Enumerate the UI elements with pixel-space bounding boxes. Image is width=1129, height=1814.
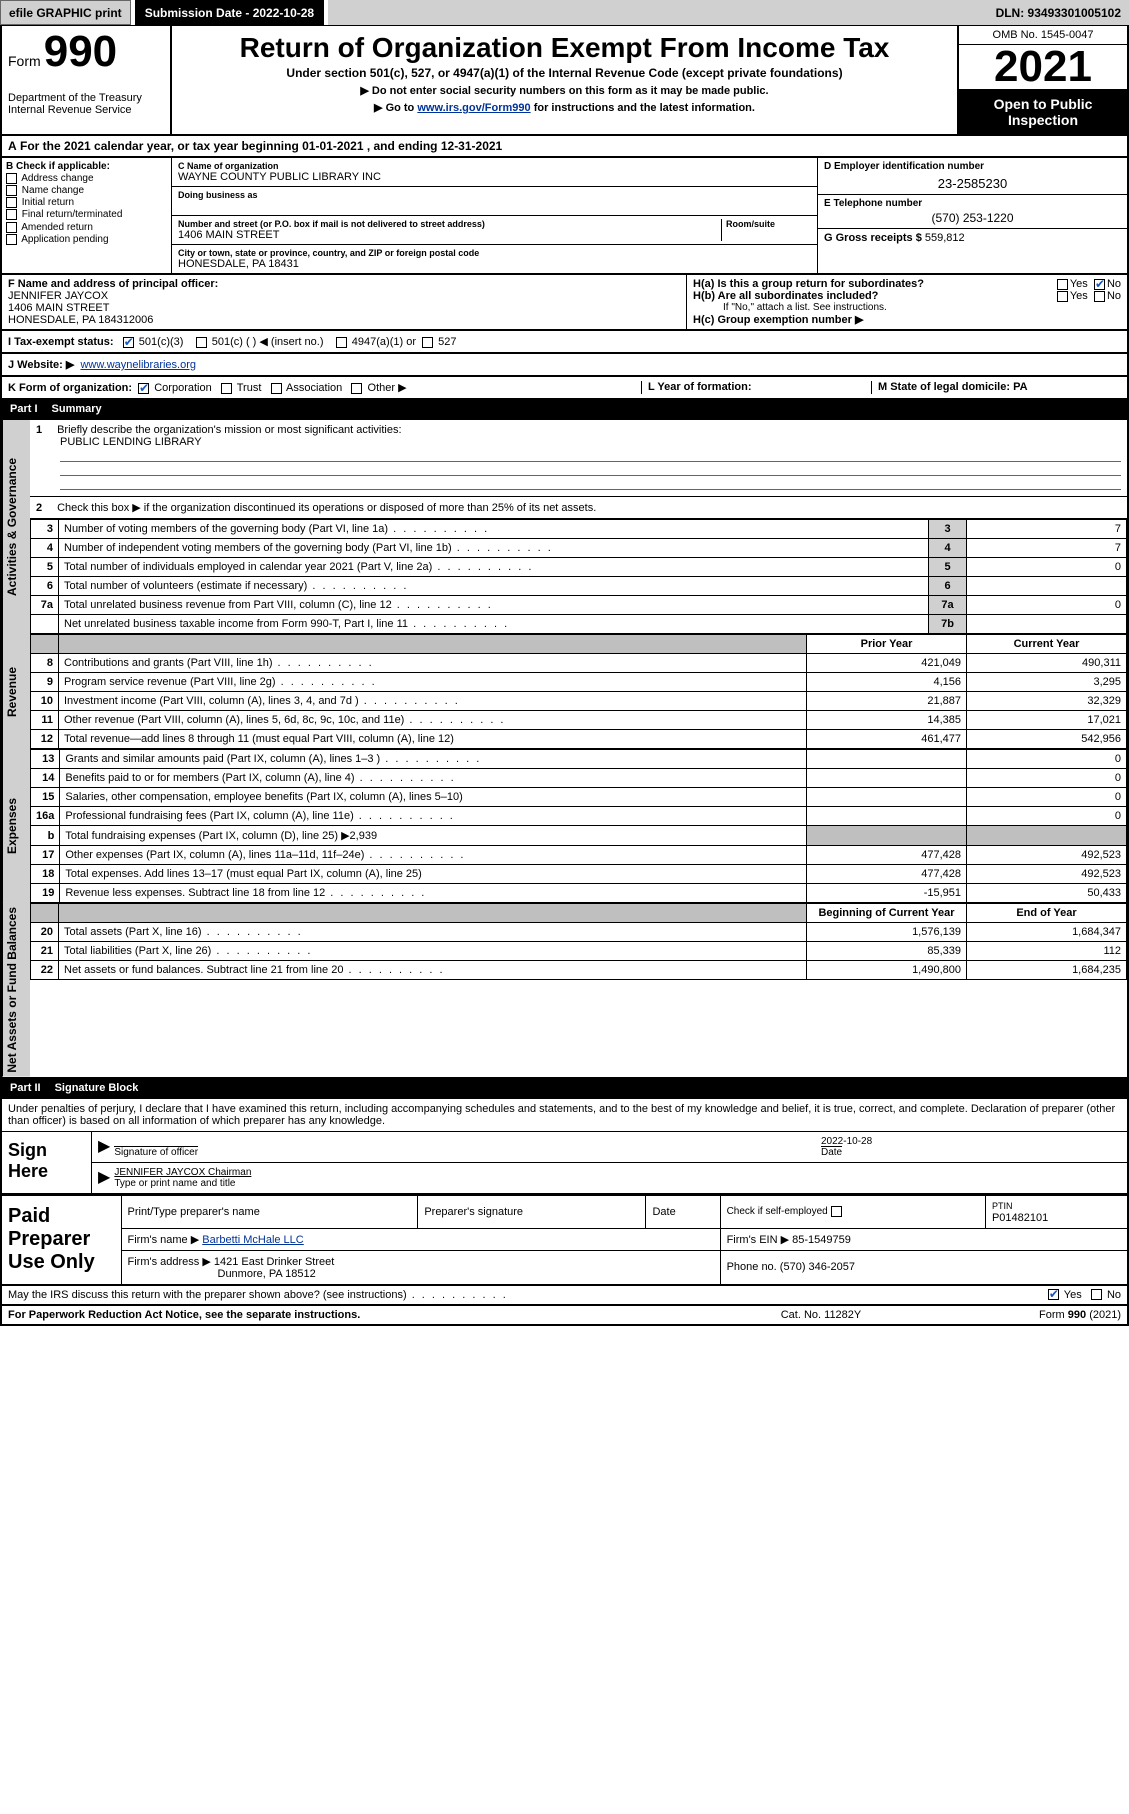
part-i-header: Part I Summary [0,400,1129,420]
sign-arrow-icon: ▶ [98,1167,110,1189]
form-id-block: Form 990 Department of the Treasury Inte… [2,26,172,134]
form-title: Return of Organization Exempt From Incom… [182,32,947,64]
open-to-public-badge: Open to Public Inspection [959,90,1127,134]
form-header: Form 990 Department of the Treasury Inte… [0,26,1129,136]
part-i-summary: Activities & Governance 1 Briefly descri… [0,420,1129,1079]
tab-governance: Activities & Governance [2,420,30,634]
efile-topbar: efile GRAPHIC print Submission Date - 20… [0,0,1129,26]
officer-printed-name: JENNIFER JAYCOX Chairman [114,1167,251,1178]
gross-receipts: 559,812 [925,232,965,244]
officer-name: JENNIFER JAYCOX [8,290,108,302]
net-assets-table: Beginning of Current Year End of Year 20… [30,903,1127,980]
chk-irs-yes[interactable] [1048,1289,1059,1300]
chk-name-change[interactable]: Name change [6,185,167,196]
form-note-2: ▶ Go to www.irs.gov/Form990 for instruct… [182,101,947,114]
chk-527[interactable] [422,337,433,348]
org-street: 1406 MAIN STREET [178,229,721,241]
dln-label: DLN: 93493301005102 [988,0,1129,25]
header-meta-block: B Check if applicable: Address change Na… [0,158,1129,275]
section-d-e-g: D Employer identification number 23-2585… [817,158,1127,273]
chk-amended[interactable]: Amended return [6,222,167,233]
mission-text: PUBLIC LENDING LIBRARY [60,436,202,448]
topbar-spacer [328,0,987,25]
org-website-link[interactable]: www.waynelibraries.org [80,359,196,371]
ptin-value: P01482101 [992,1212,1048,1224]
part-ii-header: Part II Signature Block [0,1079,1129,1099]
firm-ein: 85-1549759 [792,1234,851,1246]
revenue-table: Prior Year Current Year 8Contributions a… [30,634,1127,749]
org-name: WAYNE COUNTY PUBLIC LIBRARY INC [178,171,811,183]
section-i: I Tax-exempt status: 501(c)(3) 501(c) ( … [0,331,1129,354]
section-k-l-m: K Form of organization: Corporation Trus… [0,377,1129,400]
ein-value: 23-2585230 [824,176,1121,191]
tax-year: 2021 [959,45,1127,90]
may-irs-discuss-row: May the IRS discuss this return with the… [0,1286,1129,1306]
chk-4947[interactable] [336,337,347,348]
page-footer: For Paperwork Reduction Act Notice, see … [0,1306,1129,1326]
preparer-phone: (570) 346-2057 [780,1261,855,1273]
signature-block: Under penalties of perjury, I declare th… [0,1099,1129,1195]
tab-revenue: Revenue [2,634,30,749]
submission-date-badge: Submission Date - 2022-10-28 [135,0,324,25]
expenses-table: 13Grants and similar amounts paid (Part … [30,749,1127,903]
chk-irs-no[interactable] [1091,1289,1102,1300]
section-b: B Check if applicable: Address change Na… [2,158,172,273]
sign-arrow-icon: ▶ [98,1136,110,1158]
tab-expenses: Expenses [2,749,30,903]
chk-501c3[interactable] [123,337,134,348]
firm-name-link[interactable]: Barbetti McHale LLC [202,1234,304,1246]
section-c: C Name of organization WAYNE COUNTY PUBL… [172,158,817,273]
tab-net-assets: Net Assets or Fund Balances [2,903,30,1077]
sign-here-label: Sign Here [2,1132,92,1193]
chk-501c[interactable] [196,337,207,348]
chk-address-change[interactable]: Address change [6,173,167,184]
form-year-block: OMB No. 1545-0047 2021 Open to Public In… [957,26,1127,134]
form-title-block: Return of Organization Exempt From Incom… [172,26,957,134]
chk-trust[interactable] [221,383,232,394]
phone-value: (570) 253-1220 [824,211,1121,225]
org-city: HONESDALE, PA 18431 [178,258,811,270]
chk-final-return[interactable]: Final return/terminated [6,209,167,220]
form-number: 990 [44,27,117,76]
irs-link[interactable]: www.irs.gov/Form990 [417,102,530,114]
tax-period-line: A For the 2021 calendar year, or tax yea… [0,136,1129,158]
form-word: Form [8,53,41,69]
chk-other[interactable] [351,383,362,394]
efile-graphic-print-button[interactable]: efile GRAPHIC print [0,0,131,25]
perjury-statement: Under penalties of perjury, I declare th… [2,1099,1127,1132]
form-note-1: ▶ Do not enter social security numbers o… [182,84,947,97]
paid-preparer-label: Paid Preparer Use Only [1,1195,121,1285]
chk-corp[interactable] [138,383,149,394]
governance-table: 3Number of voting members of the governi… [30,519,1127,634]
chk-application-pending[interactable]: Application pending [6,234,167,245]
section-f-h: F Name and address of principal officer:… [0,275,1129,331]
chk-initial-return[interactable]: Initial return [6,197,167,208]
paid-preparer-table: Paid Preparer Use Only Print/Type prepar… [0,1195,1129,1286]
form-subtitle: Under section 501(c), 527, or 4947(a)(1)… [182,66,947,80]
section-j: J Website: ▶ www.waynelibraries.org [0,354,1129,377]
chk-assoc[interactable] [271,383,282,394]
dept-treasury: Department of the Treasury Internal Reve… [8,92,164,116]
